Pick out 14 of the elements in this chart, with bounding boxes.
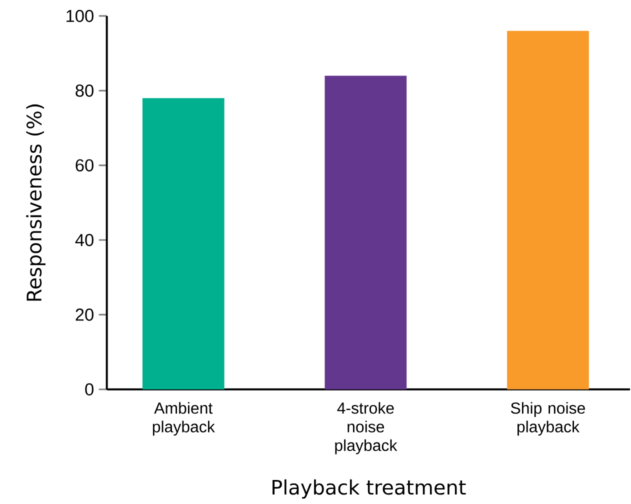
- bar: [142, 98, 224, 390]
- y-tick-label: 80: [76, 84, 94, 97]
- x-tick-label: 4-stroke noise playback: [335, 402, 398, 454]
- y-axis-title: Responsiveness (%): [26, 104, 46, 301]
- bar: [507, 30, 589, 390]
- y-tick-label: 40: [75, 234, 94, 246]
- y-tick-label: 60: [76, 159, 94, 172]
- y-tick-label: 100: [66, 10, 94, 22]
- x-tick-label: Ambient playback: [152, 402, 215, 436]
- bar: [324, 76, 407, 390]
- y-tick-label: 20: [76, 308, 94, 321]
- x-axis-title: Playback treatment: [272, 479, 466, 499]
- x-tick-label: Ship noise playback: [510, 402, 585, 436]
- y-tick-label: 0: [85, 383, 94, 396]
